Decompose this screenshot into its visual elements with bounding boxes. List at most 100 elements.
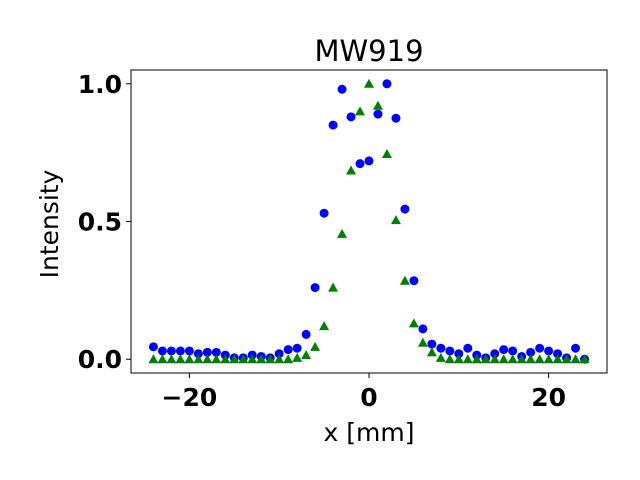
triangle-point xyxy=(489,354,500,364)
y-axis-label: Intensity xyxy=(35,169,64,278)
triangle-point xyxy=(175,354,186,364)
x-tick-label: 20 xyxy=(531,383,566,412)
y-axis-ticks: 0.0 0.5 1.0 xyxy=(78,70,131,374)
triangle-point xyxy=(525,354,536,364)
circle-point xyxy=(571,343,581,353)
triangle-point xyxy=(516,354,527,364)
triangle-point xyxy=(157,354,168,364)
circle-point xyxy=(391,113,401,123)
circle-point xyxy=(355,159,365,169)
triangle-point xyxy=(220,354,231,364)
circle-point xyxy=(148,342,158,352)
series-0-points xyxy=(148,79,590,364)
circle-point xyxy=(184,346,194,356)
circle-point xyxy=(526,347,536,357)
circle-point xyxy=(274,349,284,359)
triangle-point xyxy=(480,354,491,364)
circle-point xyxy=(454,349,464,359)
triangle-point xyxy=(202,354,213,364)
triangle-point xyxy=(462,354,473,364)
y-tick-label: 0.0 xyxy=(78,345,122,374)
x-tick-label: −20 xyxy=(162,383,218,412)
circle-point xyxy=(175,346,185,356)
circle-point xyxy=(499,345,509,355)
triangle-point xyxy=(274,354,285,364)
triangle-point xyxy=(319,321,330,331)
triangle-point xyxy=(337,228,348,238)
series-1-points xyxy=(148,78,590,364)
triangle-point xyxy=(148,354,159,364)
data-marks xyxy=(148,78,590,364)
circle-point xyxy=(364,156,374,166)
x-axis-label: x [mm] xyxy=(324,418,415,447)
triangle-point xyxy=(561,354,572,364)
triangle-point xyxy=(283,354,294,364)
circle-point xyxy=(400,204,410,214)
triangle-point xyxy=(498,354,509,364)
circle-point xyxy=(337,84,347,94)
circle-point xyxy=(508,346,518,356)
circle-point xyxy=(292,343,302,353)
triangle-point xyxy=(229,354,240,364)
circle-point xyxy=(445,346,455,356)
triangle-point xyxy=(444,354,455,364)
circle-point xyxy=(346,112,356,122)
x-tick-label: 0 xyxy=(360,383,377,412)
triangle-point xyxy=(579,354,590,364)
chart-title: MW919 xyxy=(314,34,423,68)
triangle-point xyxy=(471,354,482,364)
circle-point xyxy=(301,329,311,339)
triangle-point xyxy=(372,100,383,110)
triangle-point xyxy=(265,354,276,364)
triangle-point xyxy=(390,215,401,225)
circle-point xyxy=(382,79,392,89)
circle-point xyxy=(283,345,293,355)
x-axis-ticks: −20 0 20 xyxy=(162,373,566,412)
triangle-point xyxy=(534,354,545,364)
circle-point xyxy=(211,347,221,357)
triangle-point xyxy=(355,106,366,116)
triangle-point xyxy=(364,78,374,88)
circle-point xyxy=(544,346,554,356)
circle-point xyxy=(310,283,320,293)
triangle-point xyxy=(381,149,392,159)
triangle-point xyxy=(399,275,410,285)
triangle-point xyxy=(238,354,249,364)
triangle-point xyxy=(552,354,563,364)
triangle-point xyxy=(301,350,312,360)
circle-point xyxy=(535,343,545,353)
circle-point xyxy=(373,109,383,119)
triangle-point xyxy=(328,282,339,292)
triangle-point xyxy=(310,341,321,351)
triangle-point xyxy=(256,354,267,364)
circle-point xyxy=(490,349,500,359)
triangle-point xyxy=(247,354,258,364)
triangle-point xyxy=(166,354,177,364)
circle-point xyxy=(463,343,473,353)
triangle-point xyxy=(507,354,518,364)
triangle-point xyxy=(417,337,428,347)
circle-point xyxy=(328,120,338,130)
circle-point xyxy=(418,324,428,334)
y-tick-label: 1.0 xyxy=(78,70,122,99)
triangle-point xyxy=(346,165,357,175)
y-tick-label: 0.5 xyxy=(78,208,122,237)
triangle-point xyxy=(193,354,204,364)
triangle-point xyxy=(453,354,464,364)
triangle-point xyxy=(292,352,303,362)
circle-point xyxy=(202,347,212,357)
circle-point xyxy=(553,349,563,359)
triangle-point xyxy=(184,354,195,364)
circle-point xyxy=(157,346,167,356)
circle-point xyxy=(436,343,446,353)
circle-point xyxy=(193,349,203,359)
circle-point xyxy=(319,208,329,218)
triangle-point xyxy=(211,354,222,364)
circle-point xyxy=(409,276,419,286)
triangle-point xyxy=(408,318,419,328)
triangle-point xyxy=(426,347,437,357)
circle-point xyxy=(166,346,176,356)
circle-point xyxy=(427,339,437,349)
